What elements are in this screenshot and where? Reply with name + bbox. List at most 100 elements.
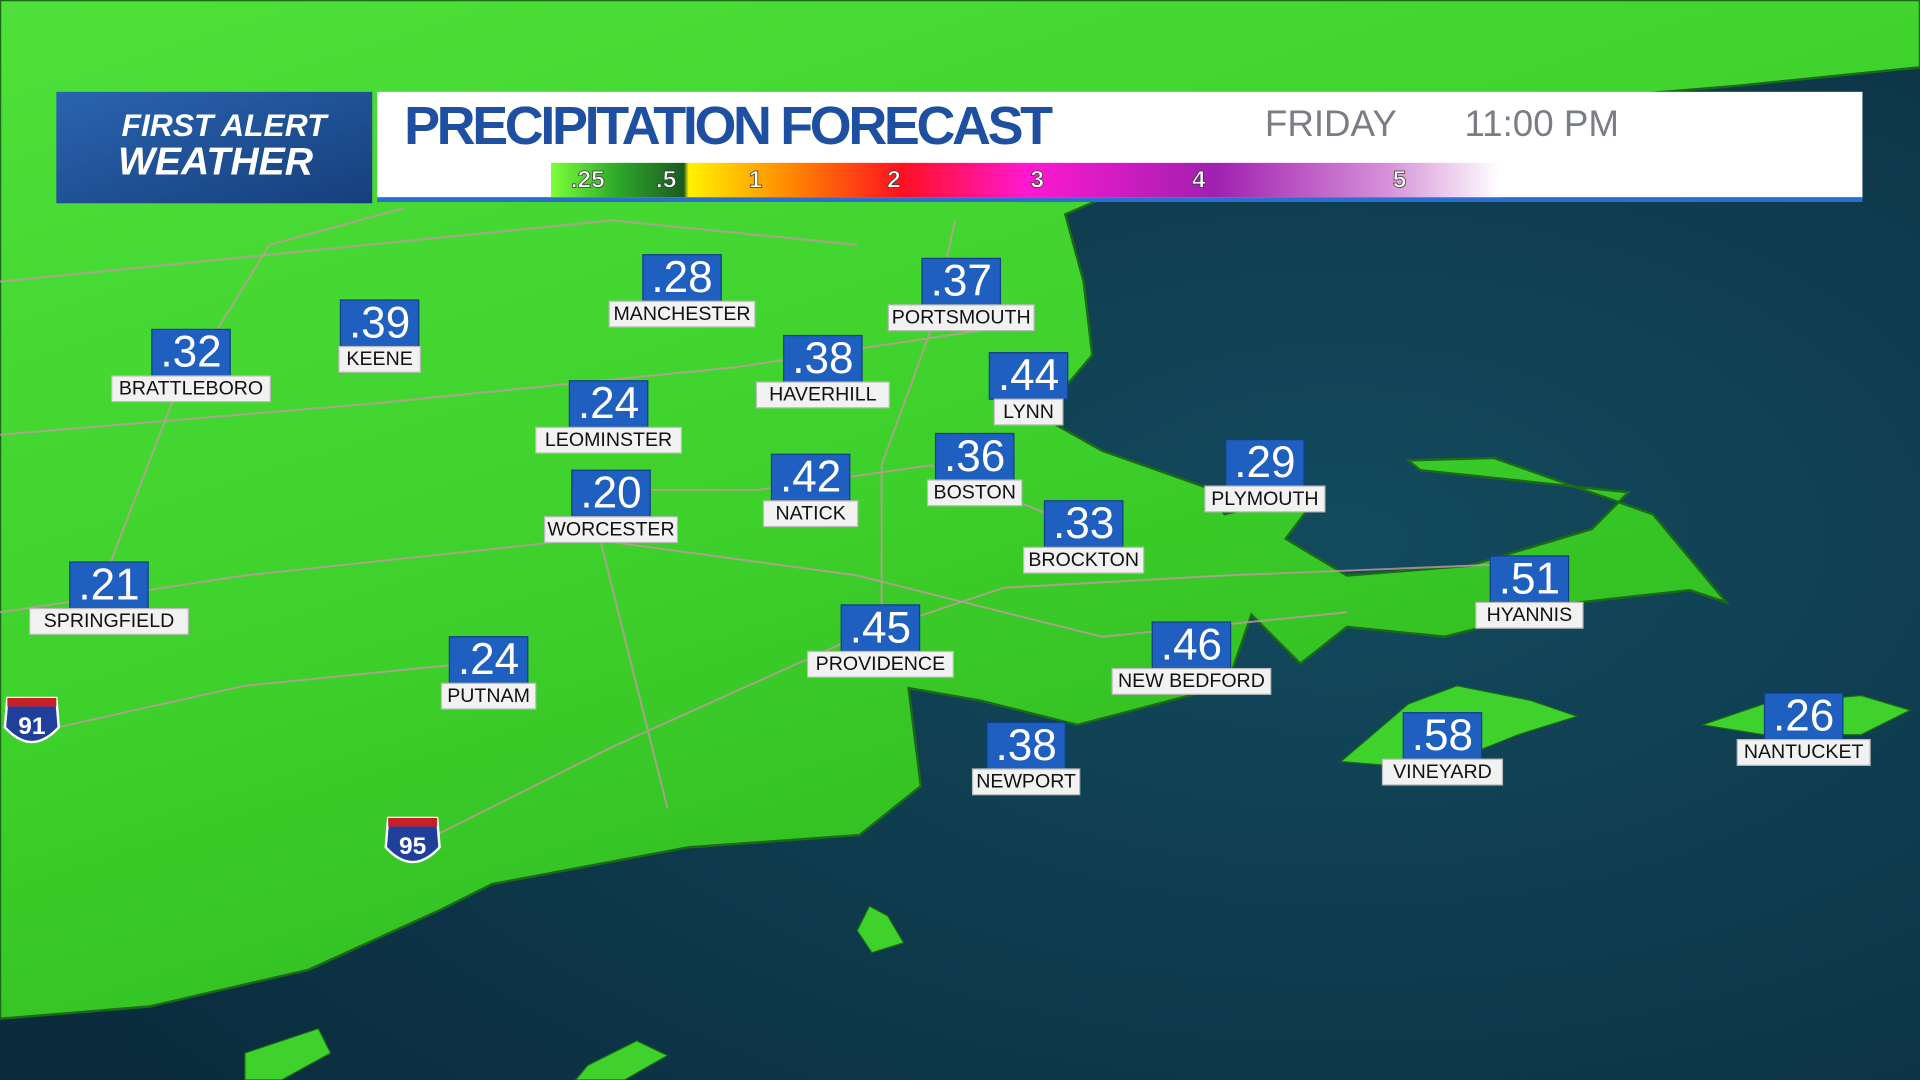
header: FIRST ALERT WEATHER PRECIPITATION FORECA… — [56, 91, 1863, 204]
city-value: .26 — [1773, 691, 1834, 740]
city-name: WORCESTER — [547, 518, 674, 540]
shield-top — [388, 817, 438, 827]
city-value: .51 — [1499, 554, 1560, 603]
city-name: BRATTLEBORO — [119, 378, 263, 400]
value-box — [986, 721, 1066, 770]
name-box — [1736, 738, 1871, 766]
city-name: PLYMOUTH — [1211, 488, 1318, 510]
interstate-shield: 91 — [3, 696, 61, 744]
island — [244, 1027, 332, 1080]
value-box — [642, 254, 722, 302]
value-box — [921, 257, 1002, 306]
name-box — [608, 300, 756, 328]
city-value: .24 — [578, 379, 639, 428]
name-box — [111, 375, 271, 403]
name-box — [1023, 546, 1145, 574]
time: 11:00 PM — [1464, 103, 1618, 144]
city-name: PROVIDENCE — [816, 653, 945, 675]
name-box — [887, 304, 1035, 332]
city-name: NATICK — [775, 502, 845, 524]
shield-number: 95 — [399, 833, 426, 860]
shield-shape — [384, 816, 441, 864]
city-value: .29 — [1234, 438, 1295, 487]
city-value: .36 — [944, 432, 1005, 481]
legend-label: .5 — [656, 167, 676, 194]
city-name: BROCKTON — [1028, 549, 1139, 571]
name-box — [543, 516, 679, 544]
shield-shape — [3, 696, 61, 744]
city-value: .39 — [349, 298, 410, 347]
value-box — [770, 453, 851, 502]
legend-label: 1 — [749, 167, 763, 194]
city-value: .28 — [651, 253, 712, 302]
legend-label: 3 — [1030, 167, 1044, 194]
name-box — [1381, 758, 1504, 786]
name-box — [762, 500, 859, 528]
legend-scale — [551, 162, 1500, 198]
interstate-shield: 95 — [384, 816, 441, 864]
value-box — [1151, 621, 1232, 670]
value-box — [568, 380, 649, 428]
title: PRECIPITATION FORECAST — [404, 96, 1053, 156]
city-name: MANCHESTER — [614, 303, 751, 325]
legend-label: 2 — [887, 167, 901, 194]
island — [856, 905, 905, 954]
city-name: NEW BEDFORD — [1118, 670, 1265, 692]
city-value: .38 — [792, 334, 853, 383]
value-box — [934, 432, 1015, 481]
logo-text: WEATHER — [118, 140, 314, 183]
legend-label: .25 — [571, 167, 605, 194]
city-name: KEENE — [346, 348, 412, 370]
city-name: BOSTON — [934, 482, 1016, 504]
city-value: .33 — [1053, 499, 1114, 548]
city-name: PUTNAM — [447, 685, 530, 707]
shield-number: 91 — [18, 713, 45, 740]
city-name: SPRINGFIELD — [44, 610, 175, 632]
title-underline — [377, 197, 1863, 203]
logo-text: FIRST ALERT — [122, 107, 330, 143]
city-value: .58 — [1412, 711, 1473, 760]
logo-box — [56, 91, 373, 204]
city-name: LEOMINSTER — [545, 429, 672, 451]
city-value: .20 — [580, 469, 641, 518]
name-box — [993, 398, 1064, 426]
value-box — [988, 352, 1069, 400]
city-value: .32 — [160, 328, 221, 377]
city-value: .21 — [78, 560, 139, 609]
name-box — [1111, 667, 1272, 695]
city-value: .37 — [931, 257, 992, 306]
city-name: PORTSMOUTH — [892, 307, 1031, 329]
city-value: .24 — [458, 635, 519, 684]
city-name: HAVERHILL — [769, 384, 876, 406]
name-box — [29, 607, 189, 635]
value-box — [69, 561, 149, 610]
city-value: .38 — [995, 721, 1056, 770]
city-value: .44 — [998, 351, 1059, 400]
value-box — [1043, 500, 1124, 548]
name-box — [440, 682, 537, 710]
city-value: .46 — [1161, 620, 1222, 669]
value-box — [339, 299, 420, 348]
name-box — [971, 768, 1081, 796]
name-box — [806, 650, 954, 678]
value-box — [840, 604, 921, 653]
value-box — [448, 636, 529, 684]
land — [0, 0, 1920, 1021]
name-box — [338, 345, 421, 373]
